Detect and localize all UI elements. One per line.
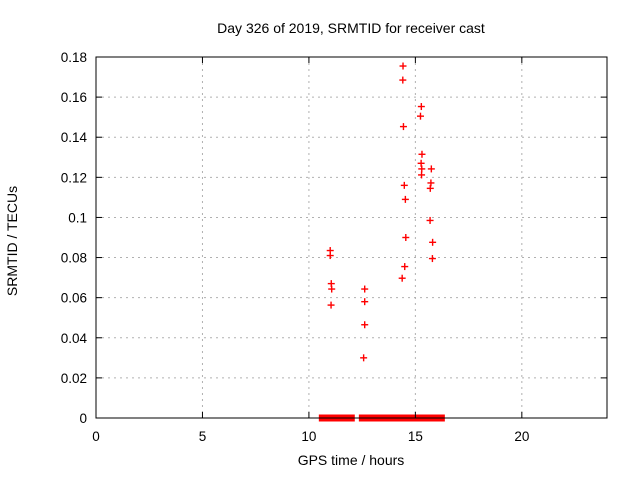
data-point (429, 238, 437, 246)
y-tick-label: 0.16 (61, 90, 87, 105)
data-point (428, 255, 436, 263)
y-tick-label: 0.04 (61, 331, 88, 346)
plot-border (95, 56, 608, 419)
data-point (361, 321, 369, 329)
y-tick-label: 0.02 (61, 371, 87, 386)
data-point (400, 181, 408, 189)
x-tick-label: 10 (301, 429, 316, 444)
data-point (401, 195, 409, 203)
x-tick-label: 20 (514, 429, 529, 444)
data-point (399, 123, 407, 131)
data-point (399, 62, 407, 70)
y-tick-label: 0.06 (61, 291, 87, 306)
data-point (327, 301, 335, 309)
x-tick-label: 15 (408, 429, 423, 444)
data-point (418, 150, 426, 158)
data-point (427, 165, 435, 173)
data-point (326, 252, 334, 260)
gridlines (96, 57, 607, 418)
x-tick-label: 0 (92, 429, 100, 444)
data-point (398, 274, 406, 282)
x-tick-label: 5 (199, 429, 207, 444)
data-point (417, 103, 425, 111)
tick-labels: 0 5 10 15 20 0 0.02 0.04 0.06 0.08 0.1 0.12 0.14 0.16… (61, 50, 530, 444)
y-tick-label: 0.14 (61, 130, 88, 145)
y-tick-label: 0.08 (61, 251, 87, 266)
data-point (361, 285, 369, 293)
data-point (402, 234, 410, 241)
scatter-points (326, 62, 437, 362)
x-axis-label: GPS time / hours (298, 452, 405, 468)
data-point (328, 285, 336, 293)
y-axis-label: SRMTID / TECUs (4, 186, 20, 296)
axis-ticks (95, 56, 607, 419)
chart-title: Day 326 of 2019, SRMTID for receiver cas… (217, 20, 485, 36)
y-tick-label: 0.12 (61, 170, 87, 185)
data-point (361, 298, 369, 306)
data-point (418, 165, 426, 173)
data-point (426, 216, 434, 224)
data-point (360, 354, 368, 362)
data-point (418, 171, 426, 179)
data-point (426, 184, 434, 192)
data-point (416, 112, 424, 120)
y-tick-label: 0.18 (61, 50, 87, 65)
y-tick-label: 0.1 (68, 210, 87, 225)
y-tick-label: 0 (79, 411, 87, 426)
data-point (399, 76, 407, 84)
data-point (401, 263, 409, 271)
